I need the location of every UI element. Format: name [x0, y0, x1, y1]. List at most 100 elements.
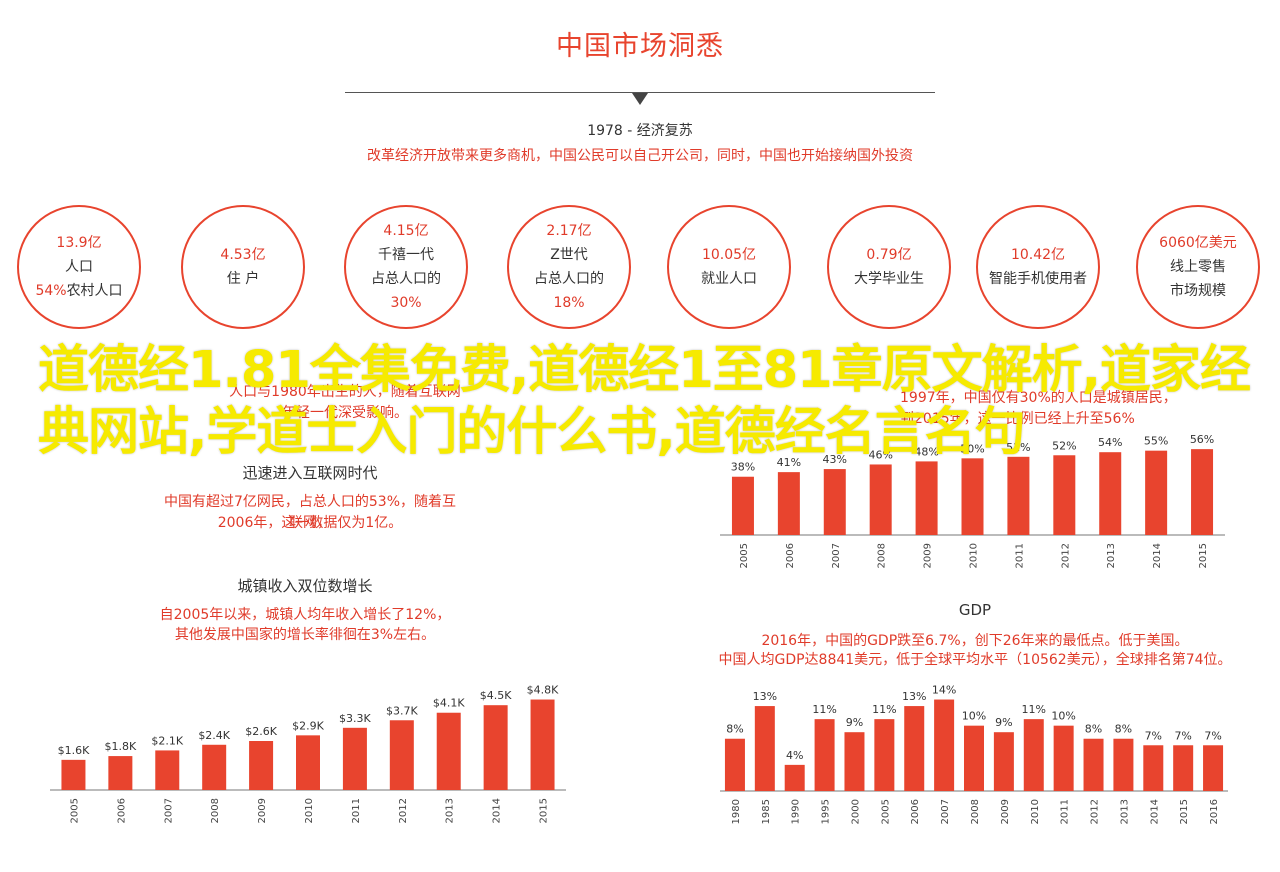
stat-circle-millennials: 4.15亿 千禧一代 占总人口的 30%: [344, 205, 468, 329]
stat-label: 千禧一代: [378, 247, 434, 263]
bar: [1191, 449, 1214, 535]
x-tick-label: 2010: [1030, 799, 1041, 824]
bar: [296, 735, 320, 790]
stat-detail: 占总人口的: [371, 271, 441, 287]
stat-percent: 30%: [390, 295, 422, 311]
stat-value: 4.15亿: [383, 223, 429, 239]
bar: [1023, 719, 1044, 791]
x-tick-label: 2012: [1060, 543, 1071, 568]
stat-circle-smartphone: 10.42亿 智能手机使用者: [976, 205, 1100, 329]
x-tick-label: 2008: [210, 798, 221, 823]
bar-value-label: 9%: [995, 716, 1012, 729]
x-tick-label: 2013: [1106, 543, 1117, 568]
bar-value-label: 14%: [932, 684, 956, 697]
bar: [784, 764, 805, 791]
x-tick-label: 2000: [850, 799, 861, 824]
bar-value-label: $1.8K: [105, 740, 137, 753]
x-tick-label: 2011: [1060, 799, 1071, 824]
stat-detail: 市场规模: [1170, 283, 1226, 299]
stat-circle-households: 4.53亿 住 户: [181, 205, 305, 329]
bar-value-label: 13%: [902, 690, 926, 703]
bar: [754, 706, 775, 791]
overlay-headline: 道德经1.81全集免费,道德经1至81章原文解析,道家经典网站,学道士入门的什么…: [38, 341, 1251, 462]
bar: [844, 732, 865, 791]
bar-value-label: 46%: [868, 448, 892, 461]
bar: [915, 461, 938, 535]
bar: [1053, 455, 1076, 535]
title-divider: [345, 92, 935, 93]
bar-value-label: $1.6K: [58, 744, 90, 757]
bar-value-label: $3.7K: [386, 704, 418, 717]
x-tick-label: 2015: [1179, 799, 1190, 824]
income-desc-2: 其他发展中国家的增长率徘徊在3%左右。: [174, 627, 436, 643]
bar: [934, 699, 955, 791]
bar: [61, 759, 86, 790]
x-tick-label: 2008: [970, 799, 981, 824]
x-tick-label: 1995: [821, 799, 832, 824]
right-top-desc-2: 到2015年，这一比例已经上升至56%: [900, 411, 1135, 427]
bar-value-label: 56%: [1190, 433, 1214, 446]
bar-value-label: 11%: [872, 703, 896, 716]
bar: [874, 719, 895, 791]
bar: [1053, 725, 1074, 791]
x-tick-label: 2005: [880, 799, 891, 824]
bar-value-label: 8%: [726, 723, 743, 736]
x-tick-label: 2009: [923, 543, 934, 568]
x-tick-label: 2005: [739, 543, 750, 568]
gdp-desc-1: 2016年，中国的GDP跌至6.7%，创下26年来的最低点。低于美国。: [761, 633, 1189, 649]
era-title: 1978 - 经济复苏: [587, 123, 693, 139]
bar-value-label: 38%: [731, 461, 755, 474]
income-chart: $1.6K 2005 $1.8K 2006 $2.1K 2007 $2.4K 2008 $2.6…: [50, 684, 566, 823]
bar: [724, 738, 745, 791]
x-tick-label: 2014: [1149, 799, 1160, 824]
bar-value-label: 51%: [1006, 441, 1030, 454]
divider-arrow-icon: [632, 93, 648, 105]
bar: [389, 720, 414, 790]
stat-detail: 54%农村人口: [35, 283, 123, 299]
bar: [530, 699, 555, 790]
bar: [1113, 738, 1134, 791]
bar-value-label: 13%: [753, 690, 777, 703]
x-tick-label: 2006: [910, 799, 921, 824]
bar-value-label: 8%: [1115, 723, 1132, 736]
x-tick-label: 2010: [304, 798, 315, 823]
stat-circle-population: 13.9亿 人口 54%农村人口: [17, 205, 141, 329]
x-tick-label: 2010: [969, 543, 980, 568]
left-top-partial-1: 人口与1980年出生的人，随着互联网: [229, 384, 461, 400]
x-tick-label: 2013: [445, 798, 456, 823]
stat-value: 0.79亿: [866, 247, 912, 263]
stat-detail: 占总人口的: [534, 271, 604, 287]
bar: [777, 472, 800, 535]
urbanization-chart: 38% 2005 41% 2006 43% 2007 46% 2008 48% 2009 50% 20…: [720, 433, 1225, 568]
stat-value: 13.9亿: [56, 235, 102, 251]
bar-value-label: 11%: [1022, 703, 1046, 716]
stat-circle-employment: 10.05亿 就业人口: [667, 205, 791, 329]
bar: [1083, 738, 1104, 791]
bar: [731, 476, 754, 535]
era-description: 改革经济开放带来更多商机，中国公民可以自己开公司，同时，中国也开始接纳国外投资: [367, 148, 913, 164]
x-tick-label: 2014: [1152, 543, 1163, 568]
stat-label: 线上零售: [1170, 259, 1226, 275]
left-top-desc-2: 2006年，这一数据仅为1亿。: [217, 515, 403, 531]
gdp-chart-title: GDP: [958, 601, 992, 619]
stat-value: 2.17亿: [546, 223, 592, 239]
stat-percent: 18%: [553, 295, 585, 311]
bar: [342, 727, 367, 790]
x-tick-label: 2007: [163, 798, 174, 823]
bar-value-label: 11%: [812, 703, 836, 716]
x-tick-label: 1980: [731, 799, 742, 824]
stat-value: 4.53亿: [220, 247, 266, 263]
stat-label: 人口: [65, 259, 93, 275]
bar: [483, 705, 508, 790]
stat-label: 智能手机使用者: [989, 271, 1087, 287]
x-tick-label: 2007: [831, 543, 842, 568]
bar-value-label: 8%: [1085, 723, 1102, 736]
x-tick-label: 2008: [877, 543, 888, 568]
stat-value: 6060亿美元: [1159, 235, 1237, 251]
bar: [1173, 745, 1194, 791]
bar-value-label: 7%: [1145, 729, 1162, 742]
x-tick-label: 2013: [1119, 799, 1130, 824]
stat-circle-gen-z: 2.17亿 Z世代 占总人口的 18%: [507, 205, 631, 329]
gdp-desc-2: 中国人均GDP达8841美元，低于全球平均水平（10562美元），全球排名第74…: [718, 652, 1232, 668]
bar: [202, 744, 227, 790]
